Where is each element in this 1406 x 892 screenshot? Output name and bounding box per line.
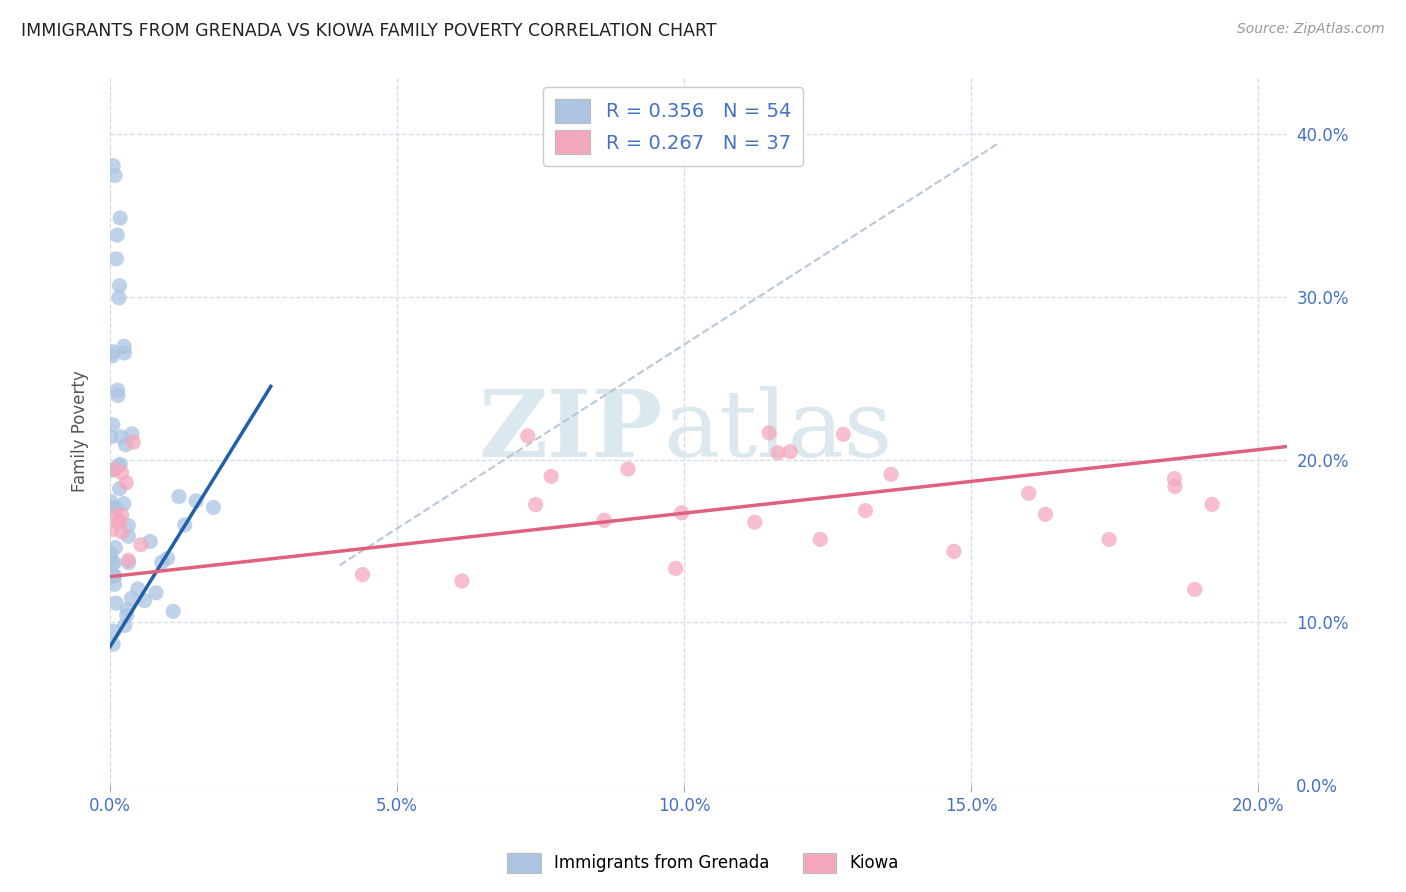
Point bbox=[1201, 497, 1223, 511]
Point bbox=[103, 624, 125, 639]
Point bbox=[108, 278, 131, 293]
Point bbox=[101, 637, 124, 651]
Point bbox=[103, 462, 125, 476]
Point bbox=[101, 523, 124, 537]
Point bbox=[516, 429, 538, 443]
Text: ZIP: ZIP bbox=[479, 386, 664, 476]
Point bbox=[117, 529, 139, 543]
Point bbox=[110, 458, 132, 472]
Point bbox=[104, 169, 127, 183]
Point bbox=[122, 435, 145, 450]
Point bbox=[108, 514, 131, 528]
Point bbox=[110, 508, 132, 522]
Point bbox=[942, 544, 965, 558]
Point bbox=[202, 500, 225, 515]
Point bbox=[100, 547, 122, 561]
Point bbox=[100, 494, 122, 508]
Point bbox=[121, 426, 143, 441]
Point bbox=[101, 417, 124, 432]
Point bbox=[1184, 582, 1206, 597]
Point bbox=[121, 591, 143, 606]
Point bbox=[352, 567, 374, 582]
Point bbox=[167, 490, 190, 504]
Point bbox=[150, 555, 173, 569]
Point bbox=[114, 438, 136, 452]
Point bbox=[127, 582, 149, 596]
Point bbox=[665, 561, 688, 575]
Point bbox=[117, 518, 139, 533]
Point bbox=[111, 525, 134, 540]
Point bbox=[156, 551, 179, 566]
Legend: Immigrants from Grenada, Kiowa: Immigrants from Grenada, Kiowa bbox=[501, 847, 905, 880]
Legend: R = 0.356   N = 54, R = 0.267   N = 37: R = 0.356 N = 54, R = 0.267 N = 37 bbox=[543, 87, 803, 166]
Point bbox=[145, 586, 167, 600]
Point bbox=[110, 211, 132, 225]
Point bbox=[671, 506, 693, 520]
Point bbox=[105, 228, 128, 243]
Point bbox=[808, 533, 831, 547]
Text: atlas: atlas bbox=[664, 386, 893, 476]
Point bbox=[114, 618, 136, 632]
Point bbox=[758, 425, 780, 440]
Point bbox=[1163, 472, 1185, 486]
Point bbox=[101, 159, 124, 173]
Text: IMMIGRANTS FROM GRENADA VS KIOWA FAMILY POVERTY CORRELATION CHART: IMMIGRANTS FROM GRENADA VS KIOWA FAMILY … bbox=[21, 22, 717, 40]
Point bbox=[105, 508, 128, 523]
Point bbox=[779, 444, 801, 458]
Point bbox=[162, 604, 184, 618]
Point bbox=[105, 596, 128, 610]
Point bbox=[101, 344, 124, 359]
Point bbox=[101, 500, 124, 515]
Point bbox=[524, 498, 547, 512]
Point bbox=[115, 608, 138, 623]
Point bbox=[117, 553, 139, 567]
Point bbox=[107, 388, 129, 402]
Point bbox=[104, 541, 127, 555]
Point bbox=[108, 291, 131, 305]
Point bbox=[855, 503, 877, 517]
Point bbox=[134, 593, 156, 607]
Point bbox=[1035, 508, 1057, 522]
Point bbox=[112, 339, 135, 353]
Point bbox=[593, 513, 616, 527]
Point bbox=[105, 500, 128, 515]
Point bbox=[186, 494, 208, 508]
Point bbox=[100, 430, 122, 444]
Point bbox=[112, 497, 135, 511]
Point bbox=[173, 518, 195, 533]
Point bbox=[110, 466, 132, 480]
Point bbox=[110, 430, 132, 444]
Point bbox=[880, 467, 903, 482]
Point bbox=[114, 346, 136, 360]
Point bbox=[139, 534, 162, 549]
Point bbox=[1018, 486, 1040, 500]
Point bbox=[101, 555, 124, 569]
Point bbox=[108, 482, 131, 496]
Point bbox=[103, 556, 125, 570]
Point bbox=[107, 383, 129, 397]
Point bbox=[540, 469, 562, 483]
Point bbox=[451, 574, 474, 588]
Point bbox=[103, 569, 125, 583]
Point bbox=[115, 475, 138, 490]
Point bbox=[101, 349, 124, 363]
Point bbox=[744, 515, 766, 529]
Point bbox=[107, 516, 129, 530]
Point bbox=[107, 458, 129, 473]
Point bbox=[103, 577, 125, 591]
Text: Source: ZipAtlas.com: Source: ZipAtlas.com bbox=[1237, 22, 1385, 37]
Point bbox=[103, 569, 125, 583]
Point bbox=[1164, 479, 1187, 493]
Point bbox=[832, 427, 855, 442]
Point bbox=[115, 602, 138, 616]
Point bbox=[766, 446, 789, 460]
Point bbox=[129, 538, 152, 552]
Y-axis label: Family Poverty: Family Poverty bbox=[72, 370, 89, 492]
Point bbox=[117, 556, 139, 570]
Point bbox=[101, 463, 124, 477]
Point bbox=[1098, 533, 1121, 547]
Point bbox=[105, 252, 128, 266]
Point bbox=[617, 462, 640, 476]
